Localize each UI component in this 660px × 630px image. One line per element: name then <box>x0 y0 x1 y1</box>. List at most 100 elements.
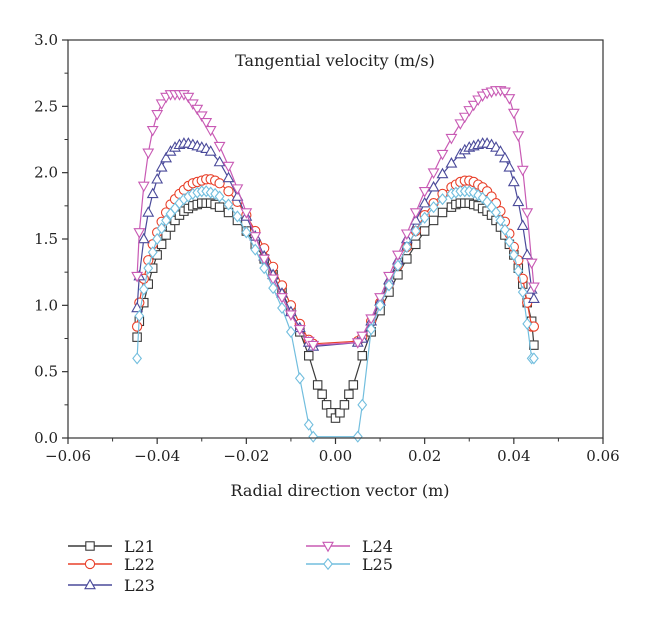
plot-area <box>131 86 540 443</box>
data-point-l25 <box>504 235 515 248</box>
data-point-l25 <box>517 285 528 299</box>
data-point-l25 <box>134 309 145 323</box>
data-point-l22 <box>131 321 143 332</box>
data-point-l24 <box>195 111 208 122</box>
data-point-l24 <box>240 208 253 219</box>
data-point-l24 <box>463 106 476 117</box>
data-point-l25 <box>223 198 234 211</box>
data-point-l24 <box>146 125 159 137</box>
data-point-l25 <box>352 430 363 443</box>
data-point-l24 <box>409 208 422 219</box>
legend-label: L24 <box>362 537 393 556</box>
data-point-l23 <box>146 187 159 199</box>
data-point-l24 <box>267 274 280 286</box>
data-point-l25 <box>495 214 506 227</box>
data-point-l24 <box>445 133 458 145</box>
data-point-l24 <box>276 293 288 304</box>
data-point-l24 <box>133 228 146 239</box>
legend-label: L21 <box>124 537 155 556</box>
data-point-l23 <box>131 301 144 313</box>
data-point-l25 <box>156 222 167 235</box>
data-point-l21 <box>335 408 345 418</box>
data-point-l25 <box>241 226 252 239</box>
data-point-l25 <box>214 190 225 203</box>
x-axis-title: Radial direction vector (m) <box>231 481 450 500</box>
data-point-l23 <box>498 151 511 163</box>
data-point-l21 <box>428 215 439 226</box>
legend-label: L23 <box>124 576 155 595</box>
y-tick-label: 2.5 <box>34 97 58 115</box>
data-point-l25 <box>491 206 501 219</box>
data-point-l24 <box>418 186 431 198</box>
y-tick-label: 1.0 <box>34 296 58 314</box>
data-point-l24 <box>351 338 364 349</box>
data-point-l25 <box>528 352 539 365</box>
y-tick-label: 1.5 <box>34 230 58 248</box>
data-point-l25 <box>210 187 221 200</box>
data-point-l25 <box>161 214 171 227</box>
data-point-l24 <box>400 229 413 241</box>
data-point-l23 <box>436 167 449 179</box>
data-point-l25 <box>303 418 314 431</box>
data-point-l23 <box>516 219 529 230</box>
series-line-l23 <box>136 142 535 348</box>
data-point-l25 <box>286 325 296 338</box>
series-line-l25 <box>136 190 534 438</box>
legend-swatch-marker <box>85 541 95 551</box>
data-point-l21 <box>348 380 359 390</box>
legend-item-l22: L22 <box>68 555 155 574</box>
data-point-l21 <box>419 226 430 236</box>
data-point-l25 <box>138 283 149 296</box>
data-point-l21 <box>321 400 332 410</box>
data-point-l25 <box>132 352 143 365</box>
x-tick-label: 0.06 <box>586 447 619 465</box>
data-point-l24 <box>249 232 262 243</box>
data-point-l22 <box>223 186 234 197</box>
data-point-l24 <box>258 254 271 266</box>
data-point-l21 <box>132 332 142 342</box>
data-point-l24 <box>200 118 213 129</box>
data-point-l24 <box>365 314 378 325</box>
y-tick-label: 0.5 <box>34 363 58 381</box>
data-point-l25 <box>366 323 377 336</box>
data-point-l21 <box>312 380 323 390</box>
data-point-l24 <box>521 208 534 219</box>
legend-label: L25 <box>362 555 393 574</box>
data-point-l24 <box>383 271 395 283</box>
data-point-l24 <box>454 119 467 130</box>
data-point-l23 <box>213 155 226 167</box>
data-point-l24 <box>503 94 516 105</box>
data-point-l24 <box>516 165 529 177</box>
data-point-l24 <box>191 104 204 116</box>
data-point-l24 <box>391 250 404 262</box>
legend-item-l25: L25 <box>306 555 393 574</box>
data-point-l24 <box>498 87 511 99</box>
plot-frame <box>67 39 604 439</box>
data-point-l21 <box>410 239 421 250</box>
x-tick-label: 0.02 <box>408 447 441 465</box>
y-tick-label: 2.0 <box>34 164 58 182</box>
data-point-l23 <box>427 180 440 192</box>
legend-label: L22 <box>124 555 155 574</box>
data-point-l23 <box>155 161 168 172</box>
data-point-l25 <box>428 201 439 214</box>
legend-swatch-marker <box>84 558 96 570</box>
x-tick-label: −0.02 <box>223 447 269 465</box>
data-point-l23 <box>503 161 516 172</box>
data-point-l24 <box>436 149 449 161</box>
data-point-l25 <box>508 248 519 261</box>
data-point-l24 <box>284 310 297 321</box>
data-point-l21 <box>402 254 412 264</box>
y-tick-label: 3.0 <box>34 31 58 49</box>
data-point-l24 <box>467 100 480 112</box>
data-point-l21 <box>357 350 367 361</box>
series-line-l24 <box>136 89 535 346</box>
legend-swatch-marker <box>84 578 96 590</box>
data-point-l25 <box>250 243 261 256</box>
data-point-l24 <box>155 99 168 111</box>
data-point-l25 <box>473 189 484 202</box>
x-tick-label: −0.04 <box>134 447 180 465</box>
data-point-l23 <box>512 195 525 207</box>
legend-item-l24: L24 <box>306 537 393 556</box>
data-point-l23 <box>142 206 155 217</box>
